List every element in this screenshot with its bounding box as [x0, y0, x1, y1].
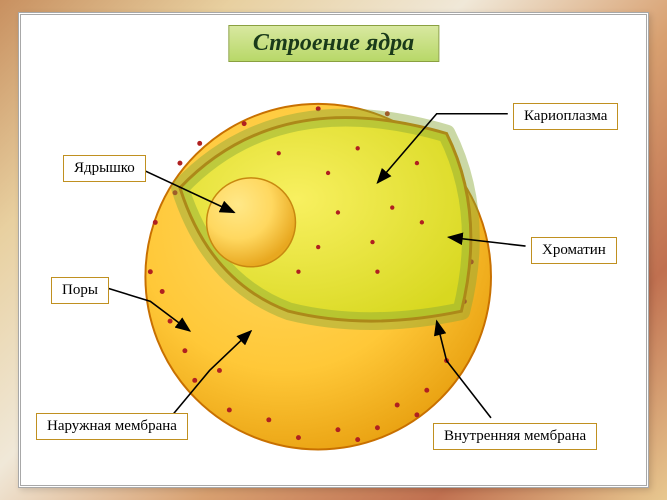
content-frame: Строение ядра [18, 12, 649, 488]
label-pores: Поры [51, 277, 109, 304]
label-inner-membrane: Внутренняя мембрана [433, 423, 597, 450]
nucleolus-shape [207, 178, 296, 267]
label-nucleolus: Ядрышко [63, 155, 146, 182]
label-karyoplasm: Кариоплазма [513, 103, 618, 130]
label-outer-membrane: Наружная мембрана [36, 413, 188, 440]
label-chromatin: Хроматин [531, 237, 617, 264]
